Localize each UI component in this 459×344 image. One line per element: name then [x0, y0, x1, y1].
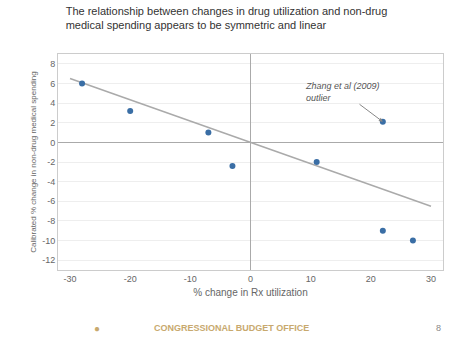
svg-text:Zhang et al (2009)outlier: Zhang et al (2009)outlier	[305, 81, 380, 103]
svg-text:-30: -30	[64, 274, 77, 284]
svg-text:6: 6	[50, 79, 55, 89]
svg-text:CONGRESSIONAL BUDGET OFFICE: CONGRESSIONAL BUDGET OFFICE	[154, 323, 309, 333]
svg-text:0: 0	[50, 138, 55, 148]
svg-text:Calibrated % change in non-dru: Calibrated % change in non-drug medical …	[29, 71, 38, 252]
svg-text:-4: -4	[47, 177, 55, 187]
svg-text:10: 10	[306, 274, 316, 284]
svg-text:30: 30	[426, 274, 436, 284]
svg-text:4: 4	[50, 98, 55, 108]
svg-text:-12: -12	[42, 255, 55, 265]
svg-text:8: 8	[50, 59, 55, 69]
svg-text:-8: -8	[47, 216, 55, 226]
svg-text:-10: -10	[42, 236, 55, 246]
svg-text:The relationship between chang: The relationship between changes in drug…	[66, 5, 388, 31]
svg-text:-10: -10	[184, 274, 197, 284]
svg-text:●: ●	[94, 323, 100, 334]
svg-text:-20: -20	[124, 274, 137, 284]
svg-text:-2: -2	[47, 157, 55, 167]
svg-text:2: 2	[50, 118, 55, 128]
svg-text:-6: -6	[47, 196, 55, 206]
svg-text:8: 8	[436, 323, 441, 333]
svg-text:20: 20	[366, 274, 376, 284]
svg-text:% change in Rx utilization: % change in Rx utilization	[193, 287, 308, 298]
svg-text:0: 0	[248, 274, 253, 284]
